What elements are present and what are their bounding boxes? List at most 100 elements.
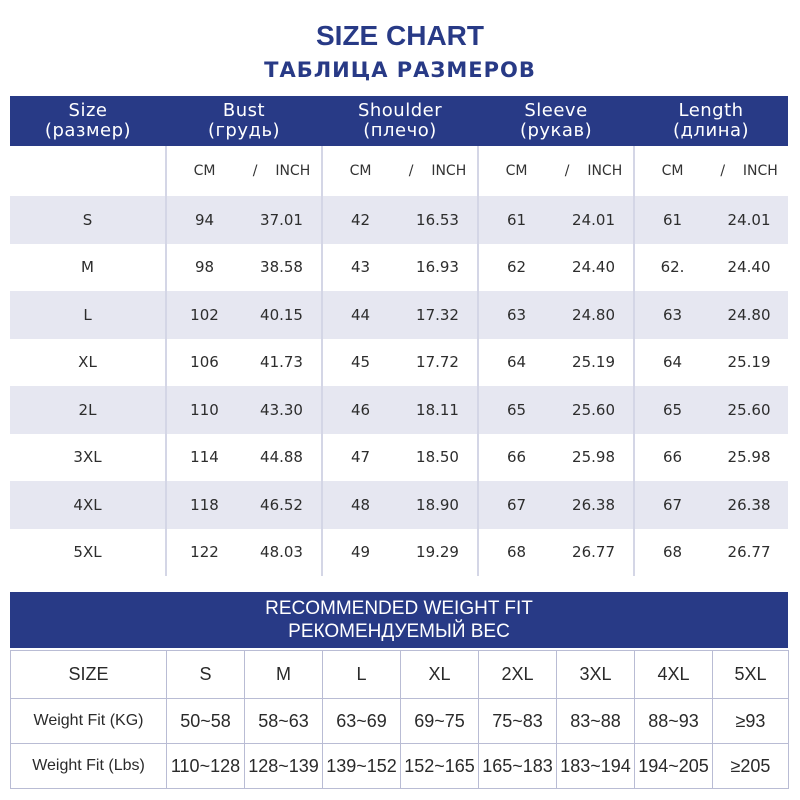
bust-in-cell: 43.30 (242, 386, 324, 434)
header-sleeve: Sleeve (рукав) (478, 96, 635, 146)
unit-cm: CM (478, 146, 555, 196)
table-row: 2L 110 43.30 46 18.11 65 25.60 65 25.60 (10, 386, 789, 434)
weight-fit-header: RECOMMENDED WEIGHT FIT РЕКОМЕНДУЕМЫЙ ВЕС (10, 592, 788, 648)
weight-fit-table: SIZE S M L XL 2XL 3XL 4XL 5XL Weight Fit (KG) 50~5… (10, 650, 789, 789)
table-row: 3XL 114 44.88 47 18.50 66 25.98 66 25.98 (10, 433, 789, 481)
weight-kg-row-cell: 88~93 (634, 698, 713, 744)
bust-cm-cell: 102 (166, 291, 242, 339)
shoulder-cm-cell: 45 (322, 338, 399, 386)
length-cm-cell: 63 (634, 291, 711, 339)
page-title: SIZE CHART (316, 20, 484, 51)
length-in-cell: 25.60 (710, 386, 789, 434)
unit-cm: CM (166, 146, 242, 196)
header-size: Size (размер) (10, 96, 166, 146)
size-label-cell: 4XL (10, 481, 167, 529)
shoulder-in-cell: 17.72 (398, 338, 480, 386)
shoulder-in-cell: 18.11 (398, 386, 480, 434)
length-cm-cell: 64 (634, 338, 711, 386)
weight-size-row: SIZE S M L XL 2XL 3XL 4XL 5XL (10, 650, 789, 699)
sleeve-in-cell: 25.60 (554, 386, 636, 434)
size-chart-table: Size (размер) Bust (грудь) Shoulder (плечо)… (10, 96, 789, 576)
shoulder-cm-cell: 44 (322, 291, 399, 339)
table-row: L 102 40.15 44 17.32 63 24.80 63 24.80 (10, 291, 789, 339)
weight-fit-title-en: RECOMMENDED WEIGHT FIT (265, 598, 533, 619)
size-label-cell: L (10, 291, 167, 339)
size-label-cell: 3XL (10, 433, 167, 481)
weight-kg-row: Weight Fit (KG) 50~58 58~63 63~69 69~75 75~83… (10, 698, 789, 744)
weight-lbs-row-cell: 183~194 (556, 743, 635, 789)
length-cm-cell: 66 (634, 433, 711, 481)
sleeve-in-cell: 26.77 (554, 528, 636, 576)
weight-lbs-row-cell: 152~165 (400, 743, 479, 789)
unit-slash-inch: / INCH (554, 146, 636, 196)
units-blank (10, 146, 167, 196)
weight-lbs-row-cell: ≥205 (712, 743, 789, 789)
weight-size-row-cell: S (166, 650, 245, 699)
sleeve-cm-cell: 66 (478, 433, 555, 481)
weight-kg-row-label: Weight Fit (KG) (10, 698, 167, 744)
header-length: Length (длина) (634, 96, 789, 146)
sleeve-cm-cell: 64 (478, 338, 555, 386)
table-row: 5XL 122 48.03 49 19.29 68 26.77 68 26.77 (10, 528, 789, 576)
weight-lbs-row-cell: 165~183 (478, 743, 557, 789)
table-row: 4XL 118 46.52 48 18.90 67 26.38 67 26.38 (10, 481, 789, 529)
weight-lbs-row-cell: 110~128 (166, 743, 245, 789)
weight-kg-row-cell: 63~69 (322, 698, 401, 744)
shoulder-cm-cell: 43 (322, 243, 399, 291)
shoulder-cm-cell: 48 (322, 481, 399, 529)
weight-size-row-cell: M (244, 650, 323, 699)
weight-lbs-row-cell: 128~139 (244, 743, 323, 789)
sleeve-cm-cell: 68 (478, 528, 555, 576)
bust-in-cell: 44.88 (242, 433, 324, 481)
bust-in-cell: 46.52 (242, 481, 324, 529)
sleeve-in-cell: 25.98 (554, 433, 636, 481)
length-in-cell: 24.40 (710, 243, 789, 291)
size-label-cell: 5XL (10, 528, 167, 576)
weight-lbs-row-cell: 194~205 (634, 743, 713, 789)
weight-size-row-cell: L (322, 650, 401, 699)
length-in-cell: 24.80 (710, 291, 789, 339)
weight-kg-row-cell: 75~83 (478, 698, 557, 744)
bust-cm-cell: 122 (166, 528, 242, 576)
size-label-cell: XL (10, 338, 167, 386)
length-in-cell: 26.77 (710, 528, 789, 576)
page-subtitle: ТАБЛИЦА РАЗМЕРОВ (264, 58, 536, 82)
length-cm-cell: 65 (634, 386, 711, 434)
sleeve-cm-cell: 62 (478, 243, 555, 291)
length-in-cell: 24.01 (710, 196, 789, 244)
weight-kg-row-cell: 50~58 (166, 698, 245, 744)
sleeve-in-cell: 26.38 (554, 481, 636, 529)
sleeve-cm-cell: 63 (478, 291, 555, 339)
length-cm-cell: 67 (634, 481, 711, 529)
size-label-cell: 2L (10, 386, 167, 434)
length-cm-cell: 68 (634, 528, 711, 576)
sleeve-in-cell: 25.19 (554, 338, 636, 386)
shoulder-in-cell: 16.93 (398, 243, 480, 291)
length-cm-cell: 62. (634, 243, 711, 291)
shoulder-in-cell: 18.90 (398, 481, 480, 529)
weight-size-row-cell: 4XL (634, 650, 713, 699)
sleeve-cm-cell: 67 (478, 481, 555, 529)
size-label-cell: M (10, 243, 167, 291)
weight-kg-row-cell: 58~63 (244, 698, 323, 744)
header-bust: Bust (грудь) (166, 96, 323, 146)
bust-cm-cell: 114 (166, 433, 242, 481)
weight-kg-row-cell: ≥93 (712, 698, 789, 744)
units-row: CM / INCH CM / INCH CM / INCH CM / INCH (10, 146, 789, 196)
table-row: XL 106 41.73 45 17.72 64 25.19 64 25.19 (10, 338, 789, 386)
unit-slash-inch: / INCH (398, 146, 480, 196)
bust-in-cell: 38.58 (242, 243, 324, 291)
shoulder-in-cell: 16.53 (398, 196, 480, 244)
size-label-cell: S (10, 196, 167, 244)
weight-lbs-row-cell: 139~152 (322, 743, 401, 789)
weight-size-row-label: SIZE (10, 650, 167, 699)
sleeve-in-cell: 24.80 (554, 291, 636, 339)
sleeve-in-cell: 24.01 (554, 196, 636, 244)
sleeve-in-cell: 24.40 (554, 243, 636, 291)
sleeve-cm-cell: 61 (478, 196, 555, 244)
weight-lbs-row-label: Weight Fit (Lbs) (10, 743, 167, 789)
weight-lbs-row: Weight Fit (Lbs) 110~128 128~139 139~152 152… (10, 743, 789, 789)
unit-cm: CM (634, 146, 711, 196)
shoulder-in-cell: 19.29 (398, 528, 480, 576)
shoulder-cm-cell: 42 (322, 196, 399, 244)
